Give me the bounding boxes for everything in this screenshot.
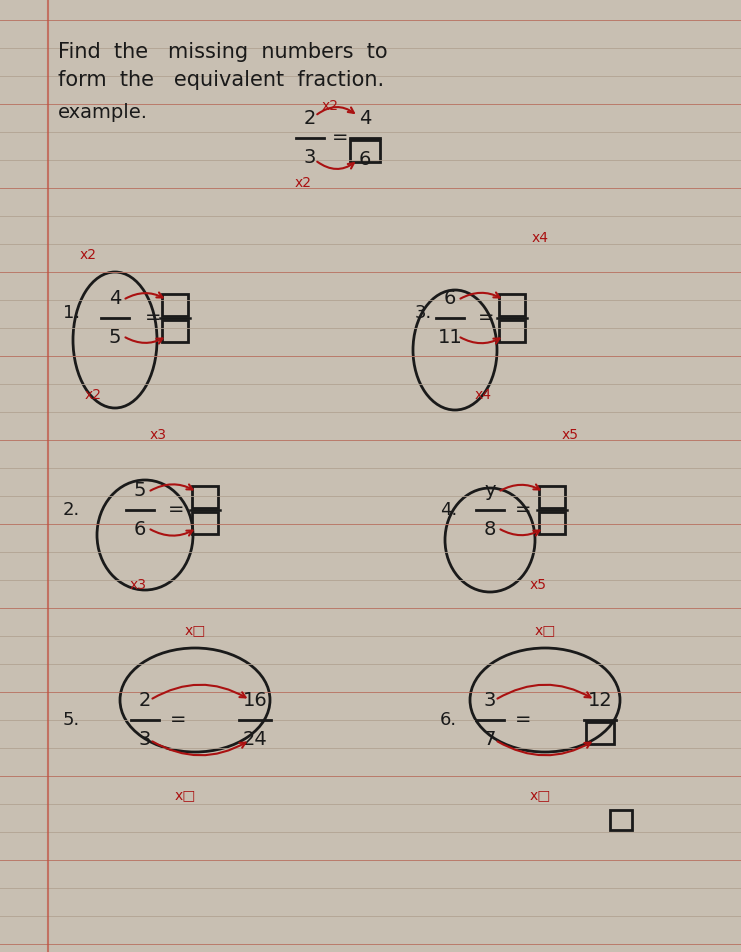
Text: 7: 7 — [484, 730, 496, 749]
Text: 6: 6 — [359, 150, 371, 169]
Text: 24: 24 — [242, 730, 268, 749]
Text: 4: 4 — [109, 289, 122, 308]
Bar — [162, 294, 188, 316]
Text: =: = — [145, 308, 162, 327]
Text: 5: 5 — [109, 328, 122, 347]
Text: =: = — [332, 129, 348, 148]
Text: =: = — [170, 710, 187, 729]
Bar — [586, 722, 614, 744]
Text: Find  the   missing  numbers  to: Find the missing numbers to — [58, 42, 388, 62]
Text: x3: x3 — [130, 578, 147, 592]
Text: 3.: 3. — [415, 304, 432, 322]
Text: 6: 6 — [444, 289, 456, 308]
Text: 5.: 5. — [63, 711, 80, 729]
Text: 5: 5 — [133, 481, 146, 500]
Text: 6: 6 — [134, 520, 146, 539]
Text: x2: x2 — [295, 176, 312, 190]
Text: x2: x2 — [85, 388, 102, 402]
Text: 11: 11 — [438, 328, 462, 347]
Text: 3: 3 — [484, 691, 496, 710]
Text: =: = — [515, 710, 531, 729]
Text: x5: x5 — [562, 428, 579, 442]
Text: x□: x□ — [185, 623, 206, 637]
Bar — [162, 320, 188, 342]
Text: form  the   equivalent  fraction.: form the equivalent fraction. — [58, 70, 384, 90]
Text: 6.: 6. — [440, 711, 457, 729]
Text: x□: x□ — [534, 623, 556, 637]
Text: 3: 3 — [304, 148, 316, 167]
Bar — [539, 486, 565, 508]
Text: 3: 3 — [139, 730, 151, 749]
Bar — [192, 512, 218, 534]
Text: 4.: 4. — [440, 501, 457, 519]
Bar — [539, 512, 565, 534]
Bar — [350, 140, 380, 162]
Text: 2: 2 — [304, 109, 316, 128]
Bar — [610, 810, 632, 830]
Text: 8: 8 — [484, 520, 496, 539]
Text: 12: 12 — [588, 691, 612, 710]
Text: x5: x5 — [530, 578, 547, 592]
Text: 2: 2 — [139, 691, 151, 710]
Text: 4: 4 — [359, 109, 371, 128]
Text: =: = — [478, 308, 494, 327]
Bar — [499, 294, 525, 316]
Text: x3: x3 — [150, 428, 167, 442]
Text: x□: x□ — [530, 788, 551, 802]
Text: =: = — [515, 501, 531, 520]
Bar — [499, 320, 525, 342]
Text: 2.: 2. — [63, 501, 80, 519]
Text: x4: x4 — [532, 231, 549, 245]
Text: x2: x2 — [322, 99, 339, 113]
Text: x2: x2 — [80, 248, 97, 262]
Text: x4: x4 — [475, 388, 492, 402]
Text: y: y — [485, 481, 496, 500]
Text: example.: example. — [58, 103, 148, 122]
Text: =: = — [168, 501, 185, 520]
Bar — [192, 486, 218, 508]
Text: 16: 16 — [242, 691, 268, 710]
Text: 1.: 1. — [63, 304, 80, 322]
Text: x□: x□ — [175, 788, 196, 802]
